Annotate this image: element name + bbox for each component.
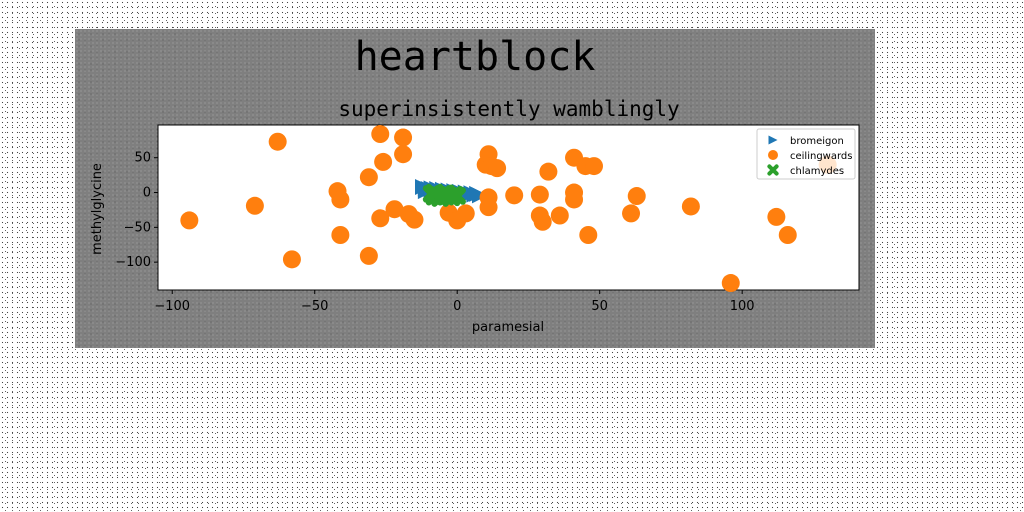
legend-marker [768,150,778,160]
data-point [533,212,552,231]
y-tick-label: 50 [134,151,151,166]
data-point [721,274,740,293]
data-point [565,190,584,209]
data-point [627,187,646,206]
x-tick-label: 50 [591,299,608,314]
data-point [385,200,404,219]
data-point [584,157,603,176]
x-tick-label: 0 [453,299,461,314]
data-point [767,207,786,226]
x-axis-label: paramesial [472,320,544,335]
legend-item-ceilingwards: ceilingwards [768,150,852,162]
chart-suptitle: heartblock [355,34,596,80]
data-point [539,162,558,181]
chart-figure: heartblock superinsistently wamblingly −… [75,29,875,348]
y-tick-label: 0 [143,186,151,201]
data-point [530,185,549,204]
data-point [622,204,641,223]
x-tick-label: −100 [154,299,190,314]
data-point [371,209,390,228]
legend-item-bromeigon: bromeigon [768,135,844,147]
data-point [394,128,413,147]
y-axis-label: methylglycine [90,163,105,255]
data-point [331,190,350,209]
data-point [282,250,301,269]
x-tick-label: 100 [730,299,755,314]
legend-item-chlamydes: chlamydes [767,164,844,177]
y-tick-label: −50 [124,220,151,235]
y-tick-label: −100 [115,255,151,270]
legend-label: chlamydes [790,166,844,177]
data-point [488,159,507,178]
data-point [579,226,598,244]
chart-svg: heartblock superinsistently wamblingly −… [90,34,860,335]
data-point [268,132,287,151]
series-chlamydes [422,183,466,207]
data-point [331,226,350,244]
data-point [359,168,378,187]
legend-label: bromeigon [790,136,844,147]
chart-title: superinsistently wamblingly [338,97,679,121]
data-point [394,145,413,164]
data-point [778,226,797,244]
data-point [371,125,390,144]
data-point [437,184,455,202]
legend-box [756,128,856,180]
plot-area [157,124,860,291]
data-point [180,211,199,230]
data-point [405,210,424,229]
axis-ticks: −100 −50 0 50 100 50 0 −50 −100 [115,151,754,314]
data-point [550,206,569,225]
legend-marker [767,164,779,176]
data-point [456,204,475,223]
data-point [359,246,378,265]
x-tick-label: −50 [301,299,328,314]
data-point [245,196,264,215]
data-point [374,152,393,171]
data-point [681,197,700,216]
legend-marker [768,135,778,145]
legend-label: ceilingwards [790,151,852,162]
data-point [479,198,498,217]
legend: bromeigon ceilingwards chlamydes [756,128,856,180]
data-point [505,186,524,205]
